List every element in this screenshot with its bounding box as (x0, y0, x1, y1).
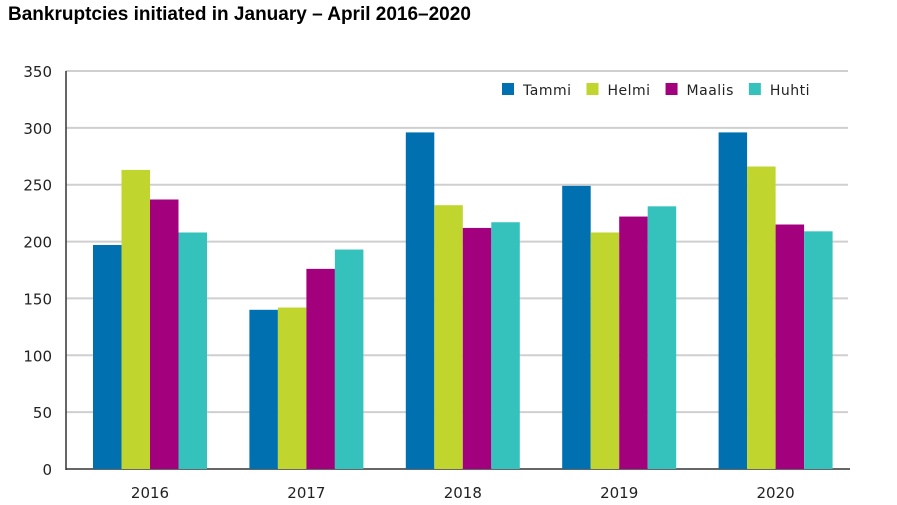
x-tick-label: 2019 (600, 484, 638, 502)
legend-swatch (665, 83, 678, 95)
y-tick-label: 350 (23, 63, 52, 81)
bar-maalis-2019 (619, 216, 648, 469)
bar-helmi-2016 (121, 169, 150, 469)
bar-tammi-2019 (562, 185, 591, 469)
bar-tammi-2020 (718, 132, 748, 470)
legend-swatch (586, 83, 599, 95)
bar-maalis-2018 (462, 227, 492, 469)
bar-huhti-2016 (178, 232, 207, 469)
y-tick-label: 200 (23, 234, 52, 252)
bar-huhti-2018 (491, 222, 520, 469)
legend-label: Helmi (607, 83, 650, 99)
bar-maalis-2016 (150, 199, 179, 470)
y-tick-label: 0 (42, 461, 52, 479)
legend-label: Tammi (522, 83, 571, 99)
legend-label: Maalis (687, 83, 734, 99)
bar-helmi-2018 (434, 205, 463, 469)
y-tick-label: 150 (23, 290, 52, 308)
y-tick-label: 50 (33, 404, 52, 422)
x-tick-label: 2018 (444, 484, 482, 502)
legend-swatch (502, 83, 514, 95)
bar-helmi-2020 (747, 166, 776, 469)
y-tick-label: 100 (23, 347, 52, 365)
bar-tammi-2016 (93, 244, 122, 469)
bar-huhti-2017 (334, 249, 364, 469)
bar-maalis-2017 (306, 268, 335, 469)
x-tick-label: 2020 (757, 484, 795, 502)
chart-title: Bankruptcies initiated in January – Apri… (8, 4, 471, 25)
bar-huhti-2019 (647, 206, 677, 469)
x-tick-label: 2016 (131, 484, 169, 502)
y-tick-label: 300 (23, 120, 52, 138)
bar-tammi-2018 (405, 132, 435, 470)
bar-helmi-2017 (277, 307, 307, 469)
bar-tammi-2017 (249, 309, 278, 469)
bar-huhti-2020 (804, 231, 833, 469)
y-tick-label: 250 (23, 177, 52, 195)
legend-label: Huhti (770, 83, 810, 99)
bar-maalis-2020 (775, 224, 805, 469)
legend-swatch (748, 83, 761, 95)
x-tick-label: 2017 (287, 484, 325, 502)
bar-helmi-2019 (590, 232, 620, 469)
